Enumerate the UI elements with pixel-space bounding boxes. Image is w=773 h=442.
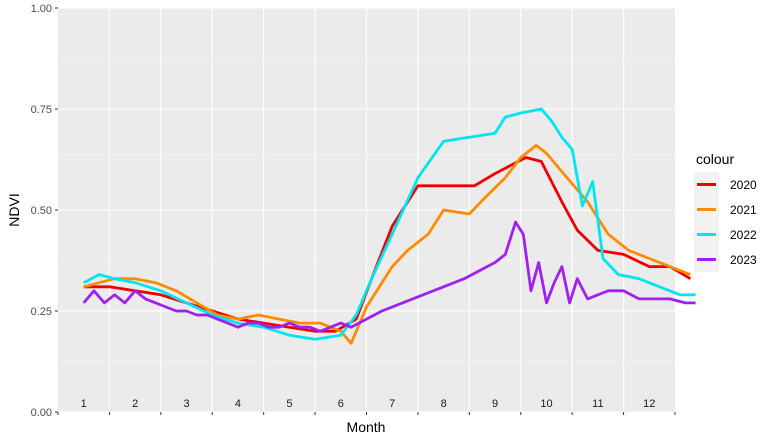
x-axis-title: Month <box>347 419 386 435</box>
month-label: 9 <box>492 398 498 410</box>
legend-label-2023: 2023 <box>730 253 757 267</box>
month-label: 1 <box>81 398 87 410</box>
month-label: 6 <box>338 398 344 410</box>
x-axis: 1 2 3 4 5 6 7 8 9 10 11 12 <box>57 398 676 415</box>
y-tick-label: 0.25 <box>31 306 52 318</box>
y-tick-label: 1.00 <box>31 3 52 15</box>
series-line-2021 <box>83 144 691 345</box>
series-line-2023 <box>82 220 696 333</box>
month-label: 2 <box>132 398 138 410</box>
y-tick-label: 0.75 <box>31 104 52 116</box>
legend-label-2020: 2020 <box>730 178 757 192</box>
legend: colour 2020 2021 2022 2023 <box>694 151 757 272</box>
month-label: 7 <box>389 398 395 410</box>
y-tick-label: 0.00 <box>31 407 52 419</box>
series-line-2022 <box>83 107 696 341</box>
legend-items: 2020 2021 2022 2023 <box>694 172 757 272</box>
month-label: 10 <box>540 398 552 410</box>
legend-label-2021: 2021 <box>730 203 757 217</box>
y-axis-title: NDVI <box>6 193 22 226</box>
month-label: 8 <box>441 398 447 410</box>
y-tick-label: 0.50 <box>31 205 52 217</box>
grid-layer <box>58 7 675 413</box>
series-layer <box>82 107 696 345</box>
month-label: 3 <box>183 398 189 410</box>
legend-label-2022: 2022 <box>730 228 757 242</box>
month-label: 11 <box>592 398 603 410</box>
month-label: 4 <box>235 398 241 410</box>
month-label: 5 <box>286 398 292 410</box>
month-label: 12 <box>643 398 655 410</box>
legend-title: colour <box>696 151 734 167</box>
y-axis: 0.00 0.25 0.50 0.75 1.00 <box>31 3 58 419</box>
